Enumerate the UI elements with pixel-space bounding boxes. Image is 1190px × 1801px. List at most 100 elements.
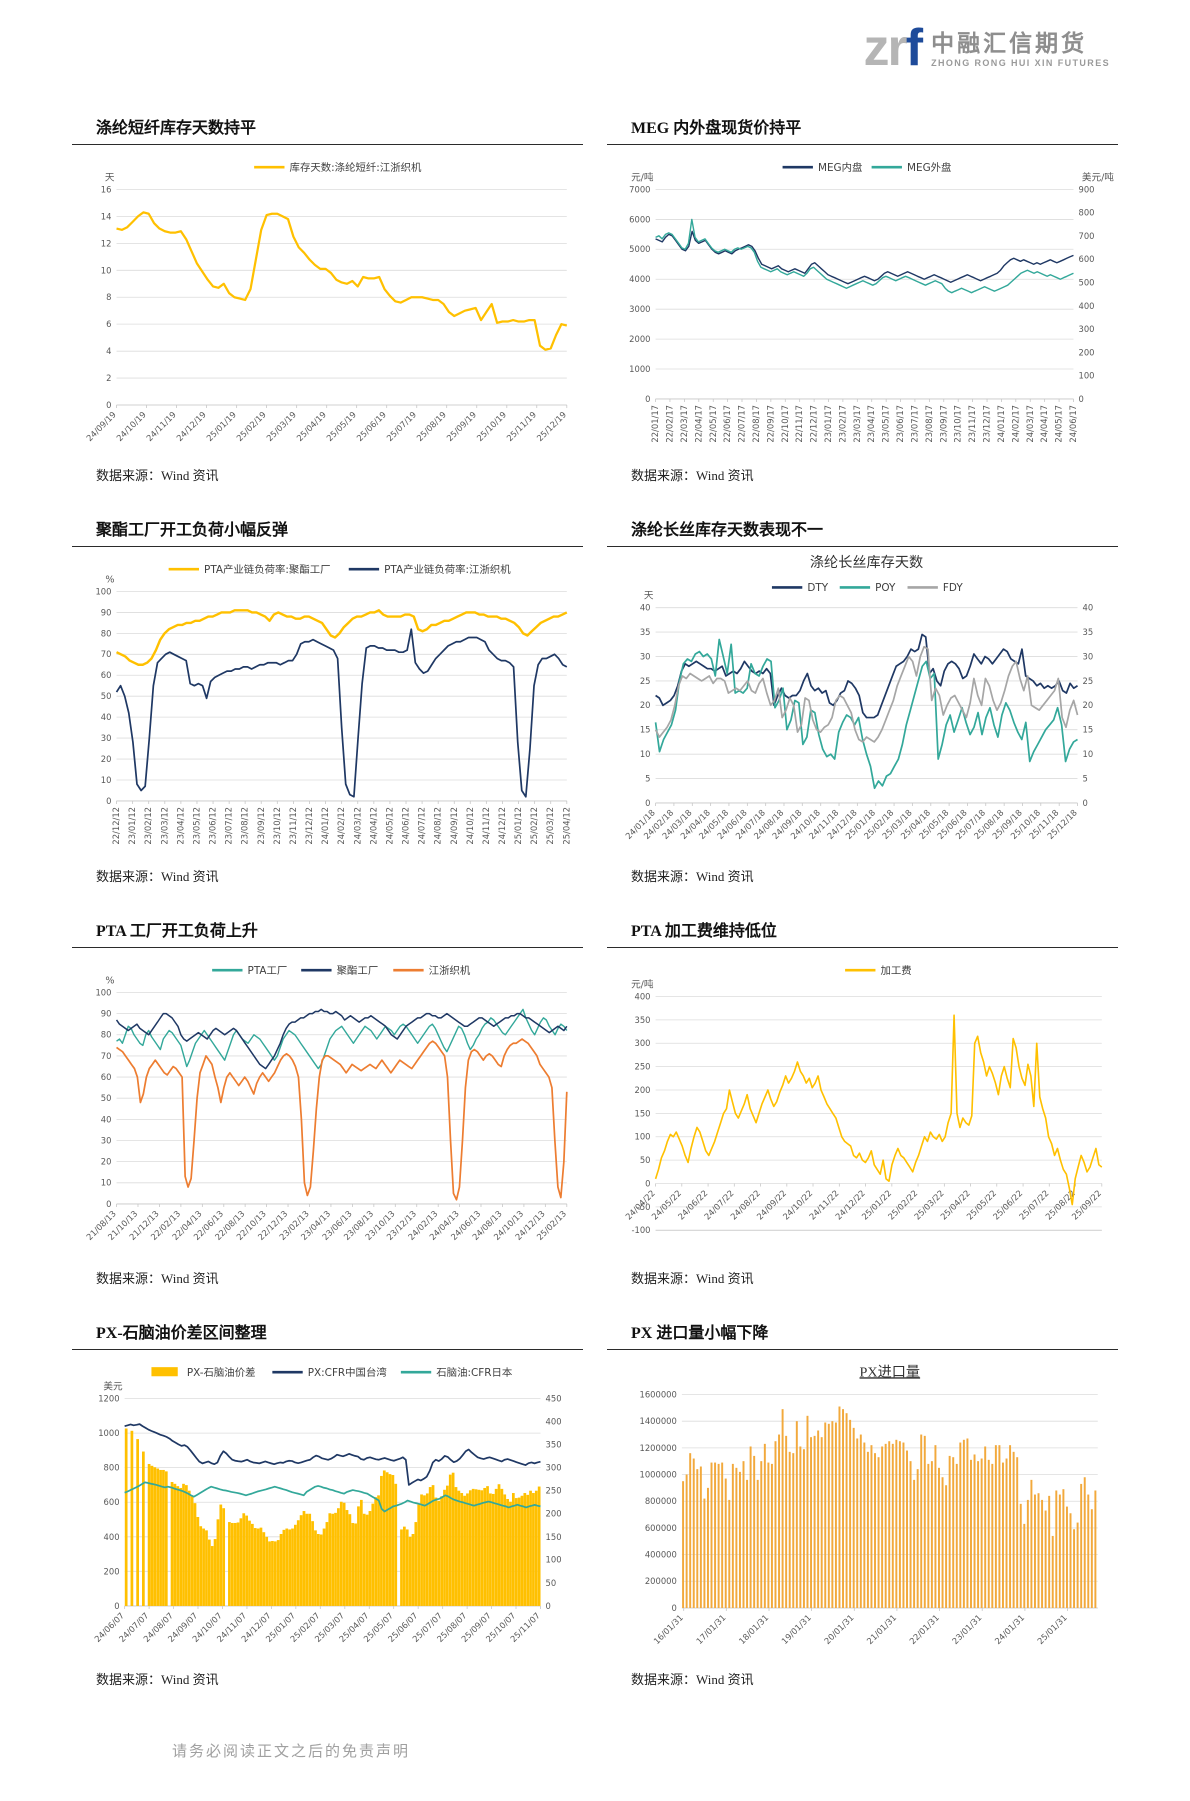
- svg-text:24/06/12: 24/06/12: [401, 807, 411, 845]
- px-import-chart: 0 200000 400000 600000 800000 1000000 1200000 1…: [607, 1354, 1118, 1668]
- svg-text:25/11/19: 25/11/19: [504, 409, 538, 443]
- svg-text:22/04/17: 22/04/17: [693, 405, 703, 443]
- chart-section-pta-fee: PTA 加工费维持低位 -100 -50 0 50 100 150 200 250 300 350…: [607, 909, 1118, 1295]
- svg-text:24/09/12: 24/09/12: [449, 807, 459, 845]
- svg-text:40: 40: [640, 602, 651, 612]
- svg-text:350: 350: [546, 1439, 562, 1449]
- svg-text:70: 70: [101, 649, 112, 659]
- svg-text:库存天数:涤纶短纤:江浙织机: 库存天数:涤纶短纤:江浙织机: [290, 161, 422, 174]
- svg-text:0: 0: [671, 1603, 676, 1613]
- svg-text:16: 16: [101, 184, 112, 194]
- svg-text:200000: 200000: [645, 1576, 677, 1586]
- svg-text:100: 100: [95, 586, 111, 596]
- svg-text:400: 400: [546, 1416, 562, 1426]
- svg-text:22/02/17: 22/02/17: [664, 405, 674, 443]
- svg-text:23/02/17: 23/02/17: [837, 405, 847, 443]
- svg-text:PX-石脑油价差: PX-石脑油价差: [187, 1366, 256, 1379]
- svg-text:3000: 3000: [629, 304, 650, 314]
- svg-text:24/11/12: 24/11/12: [481, 807, 491, 845]
- svg-text:25: 25: [1083, 675, 1094, 685]
- svg-text:24/12/12: 24/12/12: [497, 807, 507, 845]
- title-rule: [72, 545, 583, 547]
- svg-text:25/06/19: 25/06/19: [354, 409, 388, 443]
- svg-text:23/10/17: 23/10/17: [953, 405, 963, 443]
- svg-text:15: 15: [640, 724, 651, 734]
- data-source: 数据来源：Wind 资讯: [631, 1270, 754, 1286]
- svg-text:4000: 4000: [629, 274, 650, 284]
- chart-section-px-import: PX 进口量小幅下降 0 200000 400000 600000 800000 1000…: [607, 1311, 1118, 1697]
- svg-text:6000: 6000: [629, 214, 650, 224]
- filament-inventory-chart: 0 5 10 15 20 25 30 35 40 0 5 10 15 20 25 30 35 40 24/01/18…: [607, 551, 1118, 865]
- title-rule: [72, 947, 583, 949]
- svg-text:24/06/17: 24/06/17: [1068, 405, 1078, 443]
- svg-text:30: 30: [101, 1136, 112, 1146]
- company-logo: zrf 中融汇信期货 ZHONG RONG HUI XIN FUTURES: [864, 22, 1110, 74]
- svg-text:100: 100: [1079, 371, 1095, 381]
- svg-text:23/02/12: 23/02/12: [143, 807, 153, 845]
- pta-load-chart: 0 10 20 30 40 50 60 70 80 90 100 21/08/13 21/10/13 21…: [72, 952, 583, 1266]
- svg-text:聚酯工厂: 聚酯工厂: [337, 965, 379, 977]
- svg-text:600000: 600000: [645, 1523, 677, 1533]
- chart-title: PTA 工厂开工负荷上升: [96, 923, 258, 941]
- svg-text:5000: 5000: [629, 244, 650, 254]
- svg-text:-100: -100: [632, 1225, 651, 1235]
- chart-title: PX 进口量小幅下降: [631, 1324, 769, 1342]
- svg-text:4: 4: [106, 346, 111, 356]
- svg-text:50: 50: [640, 1155, 651, 1165]
- svg-text:美元: 美元: [103, 1380, 123, 1392]
- svg-text:22/06/17: 22/06/17: [722, 405, 732, 443]
- svg-text:PTA产业链负荷率:聚酯工厂: PTA产业链负荷率:聚酯工厂: [204, 562, 331, 575]
- svg-text:25/03/12: 25/03/12: [545, 807, 555, 845]
- svg-text:23/04/12: 23/04/12: [175, 807, 185, 845]
- svg-text:2: 2: [106, 373, 111, 383]
- svg-text:350: 350: [635, 1015, 651, 1025]
- svg-text:0: 0: [645, 797, 650, 807]
- svg-text:23/08/12: 23/08/12: [240, 807, 250, 845]
- svg-text:10: 10: [101, 265, 112, 275]
- svg-text:25/02/19: 25/02/19: [234, 409, 268, 443]
- svg-text:PTA产业链负荷率:江浙织机: PTA产业链负荷率:江浙织机: [384, 562, 511, 575]
- svg-text:25/09/19: 25/09/19: [444, 409, 478, 443]
- svg-text:24/05/12: 24/05/12: [384, 807, 394, 845]
- svg-text:400: 400: [104, 1532, 120, 1542]
- svg-text:元/吨: 元/吨: [631, 171, 654, 183]
- svg-text:400: 400: [1079, 301, 1095, 311]
- svg-text:24/01/17: 24/01/17: [996, 405, 1006, 443]
- svg-text:1000: 1000: [98, 1428, 119, 1438]
- svg-text:400000: 400000: [645, 1549, 677, 1559]
- svg-text:60: 60: [101, 1072, 112, 1082]
- svg-text:25/02/12: 25/02/12: [529, 807, 539, 845]
- svg-text:10: 10: [101, 1178, 112, 1188]
- svg-text:22/10/17: 22/10/17: [780, 405, 790, 443]
- svg-text:23/07/17: 23/07/17: [909, 405, 919, 443]
- svg-text:23/03/17: 23/03/17: [852, 405, 862, 443]
- svg-text:24/12/19: 24/12/19: [174, 409, 208, 443]
- svg-text:70: 70: [101, 1051, 112, 1061]
- svg-text:25: 25: [640, 675, 651, 685]
- svg-text:23/05/17: 23/05/17: [881, 405, 891, 443]
- svg-text:23/01/31: 23/01/31: [950, 1612, 984, 1646]
- svg-text:23/10/12: 23/10/12: [272, 807, 282, 845]
- svg-text:24/03/12: 24/03/12: [352, 807, 362, 845]
- svg-text:80: 80: [101, 1030, 112, 1040]
- svg-text:25/01/12: 25/01/12: [513, 807, 523, 845]
- svg-text:22/05/17: 22/05/17: [708, 405, 718, 443]
- disclaimer-text: 请务必阅读正文之后的免责声明: [172, 1744, 411, 1761]
- svg-text:25/07/19: 25/07/19: [384, 409, 418, 443]
- svg-text:300: 300: [635, 1038, 651, 1048]
- pta-fee-chart: -100 -50 0 50 100 150 200 250 300 350 400 24/04/22 2…: [607, 952, 1118, 1266]
- svg-text:POY: POY: [875, 582, 896, 594]
- svg-text:25/04/12: 25/04/12: [561, 807, 571, 845]
- svg-text:24/03/17: 24/03/17: [1025, 405, 1035, 443]
- page-footer: 请务必阅读正文之后的免责声明: [72, 1740, 1118, 1791]
- svg-text:元/吨: 元/吨: [631, 979, 654, 991]
- svg-text:25/04/19: 25/04/19: [294, 409, 328, 443]
- data-source: 数据来源：Wind 资讯: [96, 869, 219, 885]
- svg-text:涤纶长丝库存天数: 涤纶长丝库存天数: [810, 555, 923, 571]
- svg-text:10: 10: [640, 749, 651, 759]
- data-source: 数据来源：Wind 资讯: [96, 467, 219, 483]
- svg-text:5: 5: [1083, 773, 1088, 783]
- svg-text:7000: 7000: [629, 184, 650, 194]
- svg-text:30: 30: [1083, 651, 1094, 661]
- svg-text:0: 0: [114, 1601, 119, 1611]
